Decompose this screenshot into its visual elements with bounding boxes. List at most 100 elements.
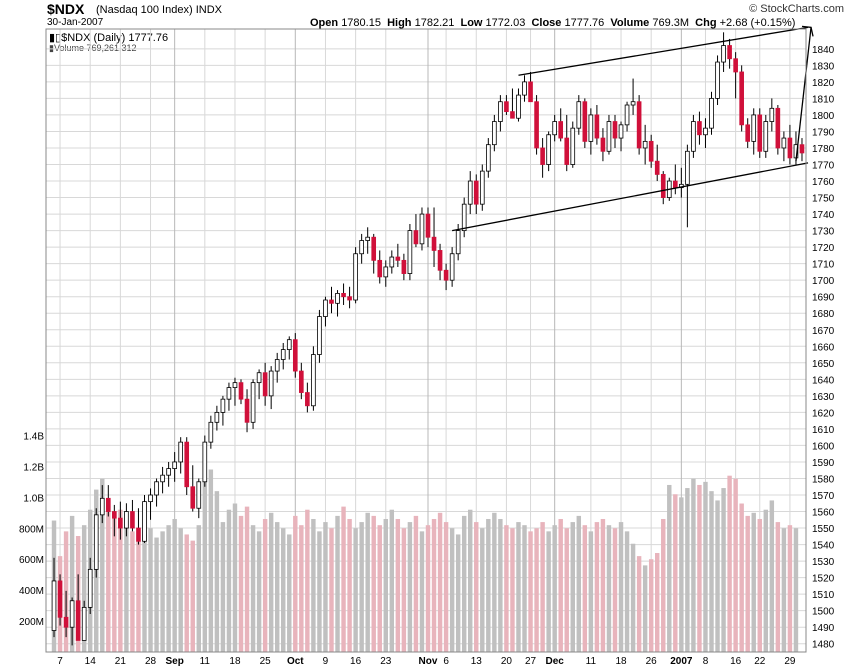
volume-bar [136, 540, 141, 652]
volume-bar [606, 525, 612, 652]
price-tick-label: 1610 [812, 425, 835, 436]
date-tick-label: 18 [615, 656, 627, 667]
volume-bar [299, 525, 304, 652]
price-tick-label: 1670 [812, 326, 835, 337]
volume-bar [528, 531, 533, 652]
price-tick-label: 1540 [812, 541, 835, 552]
candle-body [624, 104, 630, 126]
candle-body [244, 398, 250, 423]
candle-body [528, 81, 533, 103]
close-label: Close [531, 17, 562, 29]
candle-body [582, 101, 588, 142]
volume-bar [407, 522, 413, 652]
volume-bar [443, 522, 449, 652]
candle-body [775, 107, 781, 149]
volume-bar [763, 509, 769, 652]
volume-bar [317, 531, 322, 652]
price-axis: 1480 1490 1500 1510 1520 1530 1540 1550 1560 1570… [812, 45, 835, 651]
candle-body [654, 160, 660, 175]
candle-body [727, 45, 732, 60]
close-value: 1777.76 [564, 17, 605, 29]
volume-bar [419, 531, 425, 652]
volume-bar [383, 518, 388, 652]
volume-bar [130, 531, 135, 652]
volume-bar [160, 531, 165, 652]
candle-body [311, 354, 316, 407]
candle-body [703, 127, 708, 136]
volume-bar [751, 512, 756, 652]
date-tick-label: 13 [471, 656, 483, 667]
volume-bar [238, 515, 244, 652]
candle-body [63, 616, 69, 628]
volume-tick-label: 800M [19, 524, 44, 535]
candlesticks [51, 32, 805, 646]
candle-body [299, 370, 304, 393]
candle-body [570, 127, 576, 165]
volume-bar [558, 518, 563, 652]
candle-body [51, 580, 57, 631]
date-tick-label: 18 [229, 656, 241, 667]
date-tick-label: Dec [545, 656, 564, 667]
volume-bar [347, 518, 352, 652]
volume-bar [413, 515, 419, 652]
volume-bar [697, 484, 702, 652]
candle-body [280, 349, 286, 360]
trendlines [452, 25, 814, 232]
price-tick-label: 1550 [812, 524, 835, 535]
volume-bar [510, 528, 515, 652]
candle-body [274, 359, 280, 372]
volume-bar [232, 503, 238, 652]
price-tick-label: 1630 [812, 392, 835, 403]
volume-bar [335, 515, 340, 652]
volume-bar [389, 509, 395, 652]
volume-bar [401, 528, 407, 652]
candle-body [286, 339, 292, 350]
volume-bar [431, 518, 437, 652]
exchange-label: INDX [195, 4, 222, 16]
price-tick-label: 1690 [812, 293, 835, 304]
volume-bar [642, 565, 648, 652]
candle-body [353, 253, 358, 301]
stockcharts-brand[interactable]: © StockCharts.com [749, 3, 844, 15]
ticker-symbol: $NDX [47, 1, 85, 17]
volume-tick-label: 600M [19, 555, 44, 566]
candle-body [648, 140, 654, 162]
date-tick-label: Oct [287, 656, 304, 667]
candle-body [323, 299, 328, 317]
price-tick-label: 1820 [812, 78, 835, 89]
volume-bar [214, 491, 220, 652]
price-tick-label: 1810 [812, 94, 835, 105]
candle-body [769, 107, 775, 122]
date-tick-label: 2007 [670, 656, 693, 667]
index-name: (Nasdaq 100 Index) INDX [96, 4, 222, 16]
volume-bar [769, 500, 775, 652]
date-tick-label: Sep [165, 656, 183, 667]
candle-body [214, 411, 220, 423]
candle-body [516, 94, 521, 119]
candle-body [709, 98, 714, 129]
volume-bar [100, 478, 105, 652]
volume-bar [793, 528, 799, 652]
candle-body [172, 461, 177, 469]
candle-body [618, 124, 624, 139]
chart-date: 30-Jan-2007 [47, 17, 104, 28]
candle-body [232, 382, 238, 388]
volume-bar [323, 522, 328, 652]
volume-bar [739, 503, 744, 652]
volume-bar [661, 518, 666, 652]
volume-bar [787, 525, 793, 652]
volume-bar [630, 543, 636, 652]
candle-legend-icon: ▮▯ [49, 32, 62, 44]
volume-bar [377, 525, 382, 652]
volume-bar [226, 509, 232, 652]
candle-body [377, 259, 383, 278]
volume-bar [691, 478, 696, 652]
date-tick-label: Nov [419, 656, 438, 667]
volume-bar [118, 509, 123, 652]
volume-bar [256, 531, 262, 652]
volume-label: Volume [610, 17, 650, 29]
candle-body [341, 293, 346, 298]
candle-body [751, 114, 757, 142]
candle-body [208, 421, 214, 443]
